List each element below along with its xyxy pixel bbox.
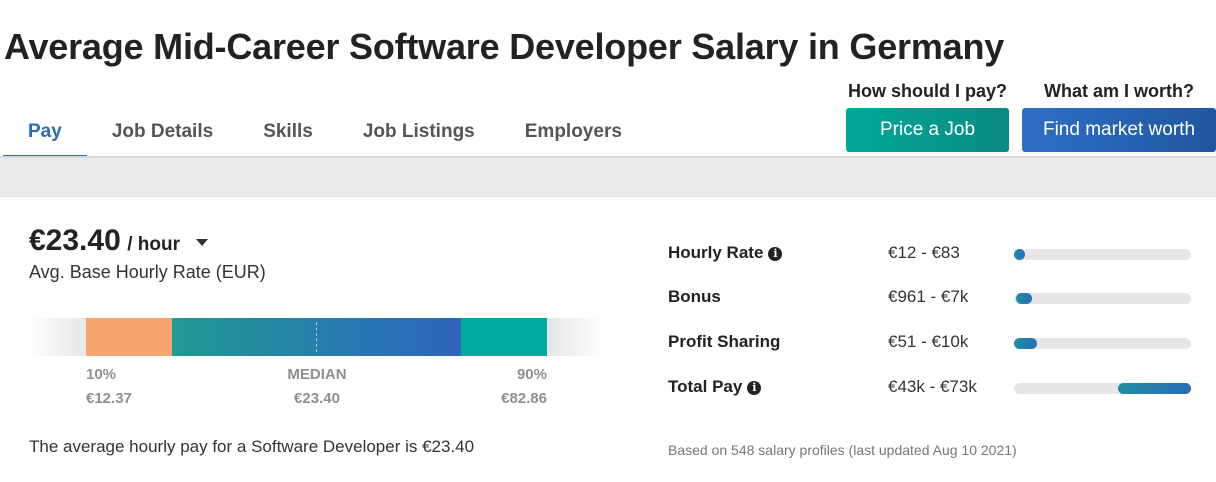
- pay-range-bar: [29, 318, 604, 356]
- comp-range-fill: [1014, 338, 1037, 349]
- worth-caption: What am I worth?: [1044, 81, 1194, 101]
- tab-divider: [0, 156, 1216, 158]
- tab-job-details[interactable]: Job Details: [111, 121, 214, 142]
- low-percentile-value: €12.37: [86, 390, 132, 407]
- section-separator: [0, 158, 1216, 196]
- comp-row-bonus: Bonus €961 - €7k: [668, 287, 1198, 309]
- comp-range: €51 - €10k: [888, 332, 969, 351]
- median-value: €23.40: [294, 390, 340, 407]
- high-percentile-label: 90%: [516, 366, 547, 383]
- pay-caption: How should I pay?: [847, 81, 1007, 101]
- salary-profiles-footnote: Based on 548 salary profiles (last updat…: [668, 442, 1017, 458]
- comp-range-fill: [1118, 383, 1191, 394]
- comp-range-track: [1014, 293, 1191, 304]
- average-pay-sentence: The average hourly pay for a Software De…: [29, 437, 475, 456]
- range-fade-left: [29, 318, 86, 356]
- high-percentile-value: €82.86: [501, 390, 547, 407]
- comp-label: Total Pay: [668, 377, 743, 396]
- comp-range: €12 - €83: [888, 243, 960, 262]
- comp-range-fill: [1014, 249, 1025, 260]
- comp-range-fill: [1015, 293, 1032, 304]
- price-job-group: How should I pay? Price a Job: [846, 80, 1009, 152]
- page-title: Average Mid-Career Software Developer Sa…: [4, 26, 1005, 67]
- range-segment-high: [461, 318, 547, 356]
- comp-row-hourly-rate: Hourly Rate i €12 - €83: [668, 243, 1198, 265]
- comp-range: €961 - €7k: [888, 287, 969, 306]
- range-segment-low: [86, 318, 172, 356]
- comp-range-track: [1014, 249, 1191, 260]
- market-worth-group: What am I worth? Find market worth: [1022, 80, 1216, 152]
- tab-skills[interactable]: Skills: [263, 121, 313, 142]
- info-icon[interactable]: i: [747, 381, 762, 395]
- find-market-worth-button[interactable]: Find market worth: [1022, 108, 1216, 152]
- tab-bar: Pay Job Details Skills Job Listings Empl…: [3, 118, 647, 158]
- median-marker: [316, 322, 317, 352]
- comp-row-profit-sharing: Profit Sharing €51 - €10k: [668, 332, 1198, 354]
- comp-range-track: [1014, 338, 1191, 349]
- price-a-job-button[interactable]: Price a Job: [846, 108, 1009, 152]
- hourly-rate-value: €23.40 / hour: [29, 224, 209, 258]
- comp-label: Bonus: [668, 287, 721, 306]
- info-icon[interactable]: i: [768, 247, 783, 261]
- pay-period-unit: / hour: [127, 234, 180, 255]
- median-label: MEDIAN: [287, 366, 347, 383]
- pay-period-dropdown-icon[interactable]: [196, 239, 209, 246]
- comp-range-track: [1014, 383, 1191, 394]
- comp-range: €43k - €73k: [888, 377, 977, 396]
- range-fade-right: [547, 318, 604, 356]
- hourly-rate-amount: €23.40: [29, 224, 121, 257]
- tab-employers[interactable]: Employers: [524, 121, 622, 142]
- comp-label: Hourly Rate: [668, 243, 764, 262]
- hourly-rate-label: Avg. Base Hourly Rate (EUR): [29, 262, 266, 282]
- low-percentile-label: 10%: [86, 366, 117, 383]
- tab-job-listings[interactable]: Job Listings: [362, 121, 475, 142]
- comp-row-total-pay: Total Pay i €43k - €73k: [668, 377, 1198, 399]
- tab-pay[interactable]: Pay: [3, 118, 87, 158]
- comp-label: Profit Sharing: [668, 332, 781, 351]
